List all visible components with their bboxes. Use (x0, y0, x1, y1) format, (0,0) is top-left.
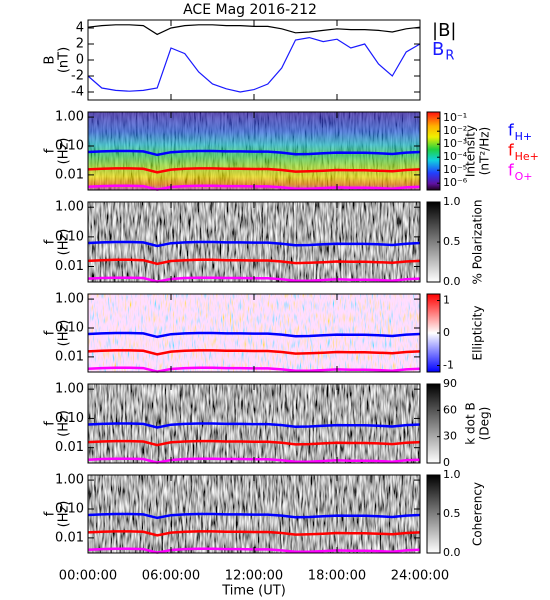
colorbar-tick-label: 0 (443, 326, 450, 339)
y-tick-label: 4 (76, 21, 84, 36)
legend-label: B (432, 39, 444, 60)
gyrofrequency-line (87, 439, 421, 447)
y-tick-label: -2 (71, 69, 84, 84)
colorbar-tick-label: 10⁻⁶ (443, 176, 468, 189)
colorbar-label: Intensity (464, 125, 478, 177)
y-axis-label: (Hz) (57, 501, 72, 528)
gyrofrequency-line (87, 258, 421, 266)
x-tick-label: 00:00:00 (59, 569, 117, 584)
colorbar-tick-label: 10⁻³ (443, 137, 467, 150)
gyrofrequency-line (87, 331, 421, 339)
x-tick-label: 06:00:00 (142, 569, 200, 584)
colorbar-label: Ellipticity (471, 306, 485, 361)
y-tick-label: 1.00 (55, 110, 84, 125)
y-axis-label: f (43, 511, 58, 516)
y-axis-label: (Hz) (57, 229, 72, 256)
y-tick-label: 0.01 (55, 259, 84, 274)
colorbar-tick-label: 10⁻² (443, 124, 467, 137)
y-tick-label: 0.01 (55, 440, 84, 455)
legend-label: |B| (432, 20, 456, 41)
colorbar-tick-label: 90 (443, 377, 457, 390)
colorbar (426, 111, 441, 191)
y-axis-label: f (43, 330, 58, 335)
gyrofrequency-line (87, 530, 421, 537)
chart-title: ACE Mag 2016-212 (183, 2, 317, 18)
y-axis-label: (Hz) (57, 138, 72, 165)
plot-frame (87, 19, 421, 101)
legend-subscript: R (445, 49, 454, 64)
colorbar-label: (Deg) (478, 407, 492, 441)
y-axis-label: f (43, 421, 58, 426)
legend-subscript: He+ (515, 150, 539, 163)
colorbar-tick-label: 60 (443, 403, 457, 416)
colorbar-tick-label: 0 (443, 456, 450, 469)
gyrofrequency-line (87, 422, 421, 429)
colorbar-tick-label: 0.5 (443, 507, 461, 520)
legend-label: f (508, 121, 514, 140)
y-tick-label: 0.10 (55, 138, 84, 153)
y-tick-label: 1.00 (55, 382, 84, 397)
y-tick-label: 1.00 (55, 200, 84, 215)
legend-subscript: H+ (515, 130, 533, 143)
colorbar-tick-label: 0.5 (443, 235, 461, 248)
colorbar-label: % Polarization (471, 200, 485, 285)
y-tick-label: 0.01 (55, 530, 84, 545)
y-axis-label: B (43, 56, 58, 65)
data-line (87, 24, 421, 36)
y-tick-label: 0.10 (55, 501, 84, 516)
y-tick-label: 0.10 (55, 411, 84, 426)
x-tick-label: 12:00:00 (225, 569, 283, 584)
y-axis-label: (nT) (57, 47, 72, 73)
gyrofrequency-line (87, 349, 421, 356)
y-tick-label: 0.10 (55, 320, 84, 335)
colorbar-tick-label: 10⁻⁵ (443, 163, 467, 176)
gyrofrequency-line (87, 167, 421, 174)
y-tick-label: 0.10 (55, 229, 84, 244)
y-axis-label: (Hz) (57, 320, 72, 347)
y-tick-label: 0.01 (55, 167, 84, 182)
y-axis-label: f (43, 148, 58, 153)
colorbar-tick-label: 1.0 (443, 195, 461, 208)
colorbar-tick-label: 1 (443, 294, 450, 307)
x-tick-label: 24:00:00 (391, 569, 449, 584)
y-tick-label: 1.00 (55, 473, 84, 488)
y-tick-label: 0 (76, 53, 84, 68)
y-tick-label: 2 (76, 37, 84, 52)
y-axis-label: (Hz) (57, 410, 72, 437)
gyrofrequency-line (87, 149, 421, 157)
y-tick-label: 0.01 (55, 349, 84, 364)
y-tick-label: -4 (71, 85, 84, 100)
colorbar-tick-label: -1 (443, 359, 454, 372)
colorbar-label: (nT²/Hz) (478, 127, 492, 175)
colorbar-label: k dot B (464, 402, 478, 444)
y-axis-label: f (43, 239, 58, 244)
legend-label: f (508, 161, 514, 180)
data-line (87, 36, 421, 93)
colorbar-tick-label: 1.0 (443, 468, 461, 481)
gyrofrequency-line (87, 240, 421, 248)
colorbar-label: Coherency (471, 482, 485, 546)
colorbar-tick-label: 10⁻¹ (443, 111, 467, 124)
y-tick-label: 1.00 (55, 292, 84, 307)
colorbar-tick-label: 10⁻⁴ (443, 150, 468, 163)
legend-subscript: O+ (515, 170, 533, 183)
colorbar-tick-label: 0.0 (443, 546, 461, 559)
gyrofrequency-line (87, 512, 421, 520)
colorbar (426, 383, 441, 464)
x-axis-label: Time (UT) (221, 584, 286, 599)
colorbar-tick-label: 0.0 (443, 275, 461, 288)
x-tick-label: 18:00:00 (308, 569, 366, 584)
legend-label: f (508, 141, 514, 160)
colorbar-tick-label: 30 (443, 430, 457, 443)
